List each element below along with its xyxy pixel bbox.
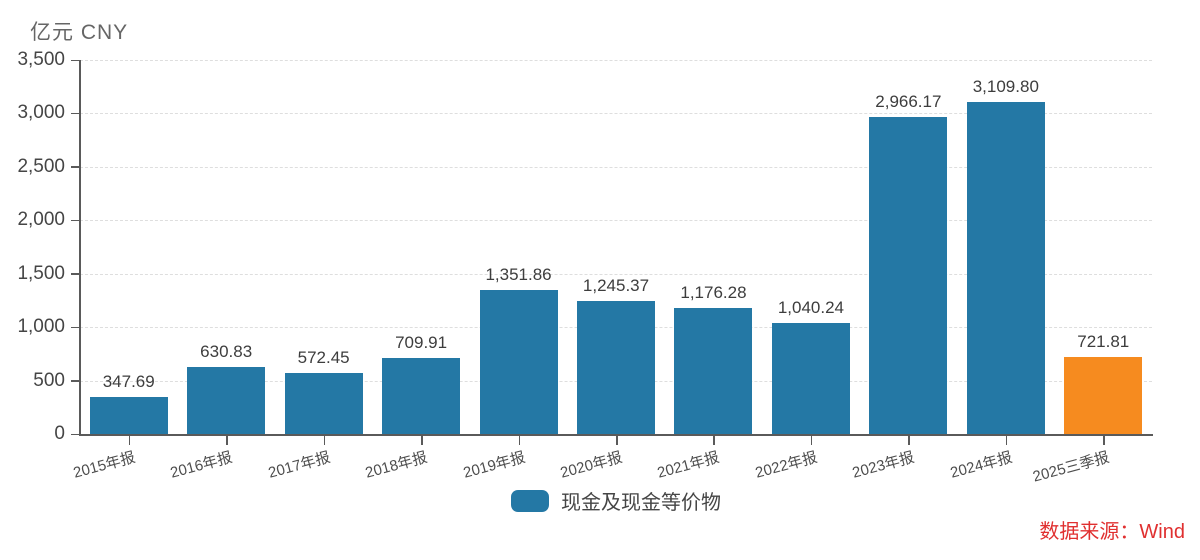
y-axis-unit-label: 亿元 CNY: [30, 21, 129, 44]
data-source-label: 数据来源：Wind: [1039, 521, 1185, 543]
bar-2017年报: [284, 372, 363, 434]
bar-value-label: 630.83: [200, 341, 253, 361]
bar-value-label: 347.69: [102, 371, 155, 391]
bar-2022年报: [771, 322, 850, 434]
legend: 现金及现金等价物: [80, 486, 1152, 515]
bar-2025三季报: [1064, 356, 1143, 434]
x-tick: [128, 436, 131, 445]
y-tick-label: 1,500: [17, 262, 65, 284]
x-tick: [1103, 436, 1105, 445]
x-tick: [323, 436, 326, 445]
y-tick: [71, 112, 79, 115]
gridline: [80, 220, 1152, 222]
y-tick: [71, 433, 79, 435]
gridline: [80, 60, 1152, 61]
bar-2020年报: [577, 300, 655, 434]
y-tick-label: 3,000: [17, 102, 65, 124]
x-tick: [1005, 436, 1008, 445]
x-tick: [226, 436, 228, 445]
x-tick: [713, 436, 715, 445]
bar-value-label: 572.45: [297, 347, 350, 367]
bar-2021年报: [674, 308, 753, 434]
y-axis-line: [79, 60, 81, 434]
y-tick: [71, 380, 79, 382]
y-tick: [71, 166, 79, 168]
legend-swatch-icon: [511, 489, 549, 512]
y-tick-label: 2,000: [17, 209, 65, 231]
y-tick: [71, 326, 79, 329]
y-tick-label: 0: [54, 423, 65, 444]
bar-2024年报: [966, 101, 1045, 434]
bar-2018年报: [382, 358, 461, 434]
x-axis-line: [79, 434, 1153, 436]
x-tick: [421, 436, 423, 445]
bar-value-label: 2,966.17: [875, 92, 942, 112]
gridline: [80, 113, 1152, 115]
x-tick: [908, 436, 910, 445]
bar-value-label: 721.81: [1077, 331, 1130, 351]
bar-2019年报: [479, 289, 558, 434]
bar-2023年报: [869, 117, 948, 434]
gridline: [80, 166, 1152, 168]
gridline: [80, 273, 1152, 275]
x-tick: [518, 436, 521, 445]
y-tick-label: 2,500: [17, 155, 65, 177]
bar-value-label: 1,176.28: [680, 283, 747, 303]
y-tick-label: 500: [33, 369, 65, 391]
bar-value-label: 3,109.80: [972, 76, 1039, 96]
bar-2016年报: [187, 366, 266, 434]
x-tick: [810, 436, 813, 445]
bar-value-label: 1,040.24: [777, 297, 844, 317]
x-tick: [616, 436, 618, 445]
legend-label: 现金及现金等价物: [561, 492, 721, 514]
bar-value-label: 1,351.86: [485, 264, 552, 284]
y-tick-label: 1,000: [17, 316, 65, 338]
bar-value-label: 709.91: [395, 333, 448, 353]
y-tick: [71, 59, 79, 61]
y-tick: [71, 273, 79, 275]
y-tick: [71, 219, 79, 222]
y-tick-label: 3,500: [17, 49, 65, 70]
bar-2015年报: [89, 396, 168, 434]
bar-value-label: 1,245.37: [582, 275, 650, 295]
